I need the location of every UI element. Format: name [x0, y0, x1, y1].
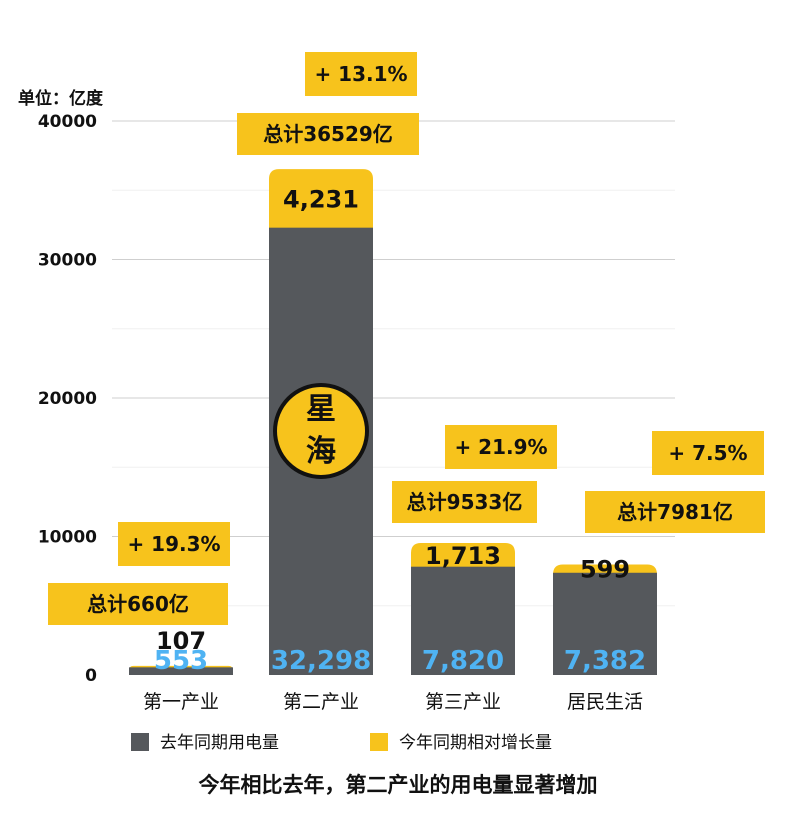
legend-swatch	[370, 733, 388, 751]
logo: 星 海	[273, 383, 369, 479]
total-label: 总计7981亿	[617, 500, 733, 524]
base-value-label: 553	[154, 646, 208, 676]
y-axis-ticks: 0 10000 20000 30000 40000	[38, 112, 97, 686]
x-axis-categories: 第一产业 第二产业 第三产业 居民生活	[143, 691, 643, 713]
category-label: 第三产业	[425, 691, 501, 713]
y-tick-label: 20000	[38, 389, 97, 409]
increase-value-label: 4,231	[283, 185, 359, 213]
growth-box	[445, 425, 557, 469]
y-tick-label: 0	[85, 666, 97, 686]
bar-base-1	[129, 667, 233, 675]
base-value-label: 7,382	[564, 646, 646, 676]
total-box	[585, 491, 765, 533]
increase-value-label: 599	[580, 556, 630, 584]
base-value-label: 7,820	[422, 646, 504, 676]
growth-label: + 21.9%	[454, 435, 547, 459]
y-tick-label: 30000	[38, 251, 97, 271]
legend-label: 去年同期用电量	[160, 733, 279, 753]
logo-text-top: 星	[306, 392, 336, 427]
legend: 去年同期用电量 今年同期相对增长量	[131, 733, 552, 753]
total-label: 总计660亿	[87, 592, 189, 616]
bar-base-3	[411, 566, 515, 675]
growth-box	[305, 52, 417, 96]
increase-value-label: 1,713	[425, 542, 501, 570]
logo-circle	[273, 383, 369, 479]
total-box	[237, 113, 419, 155]
y-tick-label: 10000	[38, 528, 97, 548]
category-label: 居民生活	[567, 691, 643, 713]
total-label: 总计9533亿	[407, 490, 523, 514]
base-value-label: 32,298	[271, 646, 371, 676]
legend-label: 今年同期相对增长量	[399, 733, 552, 753]
growth-label: + 7.5%	[668, 441, 747, 465]
total-box	[48, 583, 228, 625]
legend-swatch	[131, 733, 149, 751]
y-tick-label: 40000	[38, 112, 97, 132]
chart-caption: 今年相比去年，第二产业的用电量显著增加	[199, 773, 598, 797]
growth-label: + 19.3%	[127, 532, 220, 556]
increase-value-label: 107	[156, 627, 206, 655]
logo-text-bottom: 海	[306, 434, 336, 469]
category-label: 第一产业	[143, 691, 219, 713]
total-box	[392, 481, 537, 523]
category-label: 第二产业	[283, 691, 359, 713]
total-label: 总计36529亿	[263, 122, 393, 146]
growth-box	[652, 431, 764, 475]
y-axis-unit-label: 单位：亿度	[18, 88, 104, 109]
bar-base-4	[553, 572, 657, 675]
growth-label: + 13.1%	[314, 62, 407, 86]
growth-box	[118, 522, 230, 566]
